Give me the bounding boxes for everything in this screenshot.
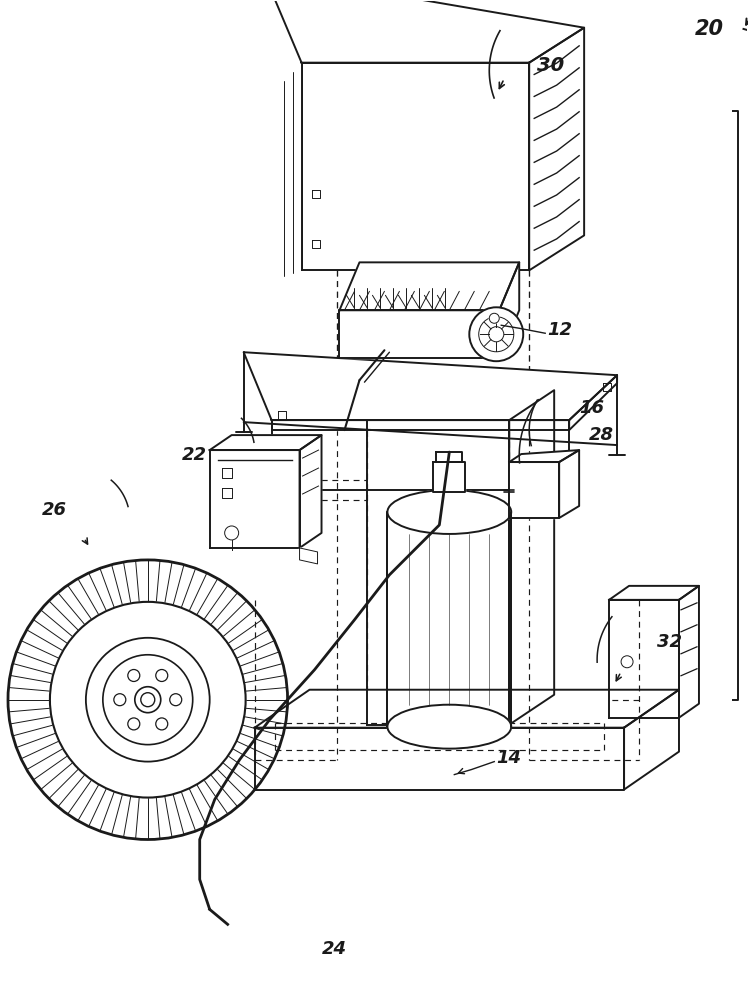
Circle shape (135, 687, 161, 713)
Circle shape (128, 669, 140, 681)
Polygon shape (560, 450, 579, 518)
Polygon shape (254, 728, 624, 790)
Polygon shape (509, 462, 560, 518)
Circle shape (170, 694, 182, 706)
Circle shape (479, 317, 514, 352)
Polygon shape (609, 600, 679, 718)
Text: 16: 16 (579, 399, 604, 417)
Polygon shape (209, 435, 322, 450)
Circle shape (621, 656, 633, 668)
Text: 26: 26 (42, 501, 67, 519)
Text: 12: 12 (548, 321, 572, 339)
Polygon shape (433, 462, 465, 492)
Polygon shape (509, 390, 554, 725)
Circle shape (469, 307, 523, 361)
Polygon shape (499, 262, 519, 358)
Circle shape (8, 560, 287, 839)
Text: 14: 14 (496, 749, 521, 767)
Text: 32: 32 (657, 633, 682, 651)
Polygon shape (263, 0, 584, 63)
Polygon shape (244, 352, 617, 420)
Circle shape (128, 718, 140, 730)
Ellipse shape (387, 705, 511, 749)
Text: 22: 22 (182, 446, 206, 464)
Polygon shape (679, 586, 699, 718)
Circle shape (156, 669, 168, 681)
Polygon shape (299, 548, 318, 564)
Polygon shape (209, 450, 299, 548)
Polygon shape (340, 310, 499, 358)
Text: 28: 28 (589, 426, 614, 444)
Circle shape (489, 313, 499, 323)
Polygon shape (340, 262, 519, 310)
Ellipse shape (387, 490, 511, 534)
Circle shape (156, 718, 168, 730)
Polygon shape (299, 435, 322, 548)
Polygon shape (436, 452, 462, 462)
Polygon shape (367, 420, 509, 725)
Polygon shape (387, 512, 511, 727)
Polygon shape (301, 63, 530, 270)
Circle shape (141, 693, 155, 707)
Polygon shape (624, 690, 679, 790)
Circle shape (86, 638, 209, 762)
Polygon shape (609, 586, 699, 600)
Polygon shape (272, 420, 569, 430)
Circle shape (114, 694, 126, 706)
Polygon shape (254, 690, 679, 728)
Polygon shape (530, 28, 584, 270)
Text: 24: 24 (322, 940, 347, 958)
Polygon shape (509, 450, 579, 462)
Circle shape (50, 602, 245, 798)
Polygon shape (569, 375, 617, 430)
Circle shape (224, 526, 239, 540)
Text: 20: 20 (694, 19, 723, 39)
Circle shape (102, 655, 193, 745)
Text: 30: 30 (537, 56, 565, 75)
Circle shape (488, 327, 504, 342)
